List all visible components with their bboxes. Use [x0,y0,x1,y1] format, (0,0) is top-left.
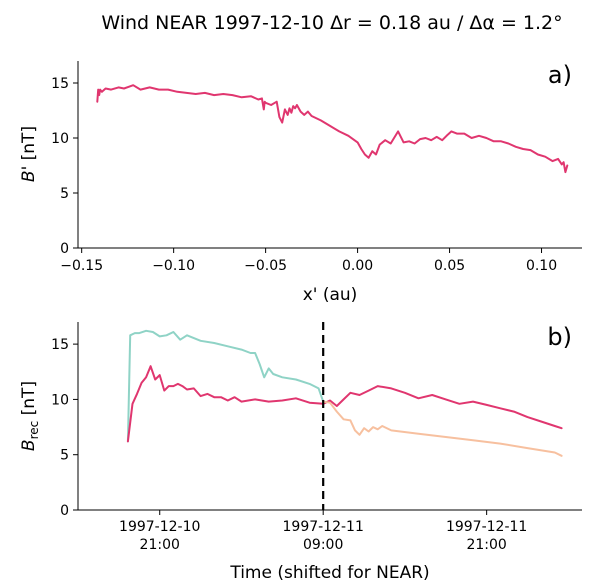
panel-a-series [96,84,569,174]
panel-a-x-ticks: −0.15 −0.10 −0.05 0.00 0.05 0.10 [60,248,557,274]
panel-a-y-tick-label: 10 [51,131,69,147]
panel-b-y-axis-subscript: rec [27,421,41,440]
figure-title: Wind NEAR 1997-12-10 Δr = 0.18 au / Δα =… [101,12,562,34]
panel-b-y-axis-label: Brec [nT] [19,381,41,451]
panel-b-x-tick-label: 1997-12-10 [119,519,200,535]
panel-a-x-tick-label: 0.05 [434,258,465,274]
panel-a-y-axis-unit: ' [nT] [19,126,39,171]
panel-a-series-line-0 [96,84,569,174]
panel-a-y-axis-symbol: B [19,170,39,182]
panel-b-y-tick-label: 10 [51,392,69,408]
panel-b-y-axis-unit: [nT] [19,381,39,421]
panel-a-x-tick-label: −0.10 [152,258,195,274]
panel-a-y-axis-label: B' [nT] [19,126,39,182]
panel-b-y-tick-label: 15 [51,337,69,353]
panel-b-series [126,329,563,457]
panel-a-y-ticks: 0 5 10 15 [51,76,78,257]
panel-b-y-ticks: 0 5 10 15 [51,337,78,519]
panel-a: 0 5 10 15 −0.15 −0.10 −0.05 0.00 0.05 0.10 a) x'… [19,61,582,305]
panel-b-x-tick-label: 1997-12-11 [446,519,527,535]
panel-b-x-tick-label: 1997-12-11 [283,519,364,535]
panel-b-series-line-1 [126,365,563,443]
panel-a-x-axis-label: x' (au) [303,285,358,305]
panel-b-x-axis-label: Time (shifted for NEAR) [229,563,429,583]
panel-a-y-tick-label: 5 [60,186,69,202]
panel-b-x-ticks: 1997-12-10 21:00 1997-12-11 09:00 1997-12-11… [119,510,527,553]
panel-a-y-tick-label: 0 [60,241,69,257]
panel-a-axes [77,61,582,249]
panel-b-y-tick-label: 5 [60,448,69,464]
panel-b-x-tick-label: 09:00 [303,537,343,553]
panel-b-label: b) [547,323,572,351]
panel-a-x-tick-label: 0.00 [342,258,373,274]
panel-b-axes [77,322,582,511]
panel-a-label: a) [548,61,572,89]
panel-a-x-tick-label: −0.15 [60,258,103,274]
panel-b-x-tick-label: 21:00 [466,537,506,553]
panel-a-x-tick-label: −0.05 [244,258,287,274]
panel-b-x-tick-label: 21:00 [140,537,180,553]
panel-a-x-tick-label: 0.10 [526,258,557,274]
panel-b-series-line-0 [126,329,325,443]
panel-b-y-axis-symbol: B [19,439,39,451]
panel-a-y-tick-label: 15 [51,76,69,92]
panel-b-y-tick-label: 0 [60,503,69,519]
panel-b-series-line-2 [322,400,563,457]
